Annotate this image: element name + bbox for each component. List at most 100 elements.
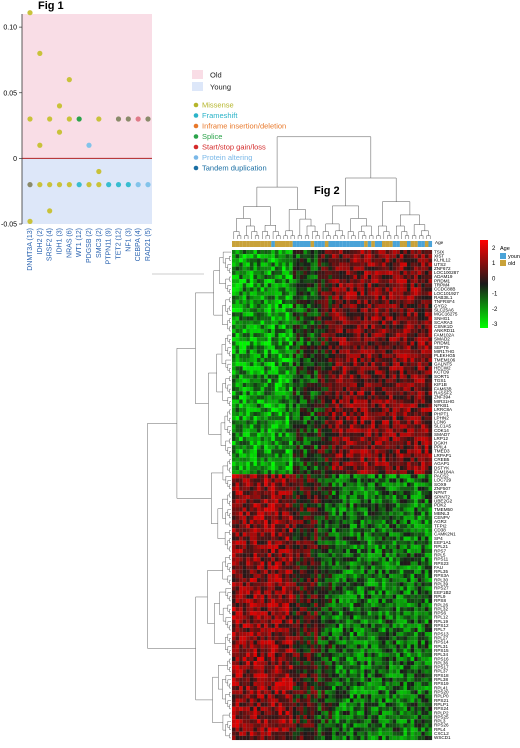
heatmap-cell — [317, 262, 322, 267]
heatmap-cell — [257, 544, 261, 550]
heatmap-cell — [317, 586, 322, 591]
heatmap-cell — [292, 320, 297, 325]
heatmap-cell — [335, 266, 340, 271]
age-cell — [414, 241, 418, 247]
heatmap-cell — [349, 374, 354, 379]
heatmap-cell — [407, 486, 411, 491]
heatmap-cell — [257, 470, 261, 475]
heatmap-cell — [389, 295, 393, 300]
heatmap-cell — [267, 519, 272, 525]
heatmap-cell — [349, 370, 354, 375]
heatmap-cell — [371, 548, 375, 554]
dendrogram-branch — [229, 438, 231, 444]
heatmap-cell — [235, 557, 240, 562]
heatmap-cell — [367, 274, 372, 280]
heatmap-cell — [282, 378, 286, 383]
heatmap-cell — [360, 378, 365, 383]
heatmap-cell — [353, 590, 358, 595]
heatmap-cell — [392, 320, 397, 325]
mutation-point — [125, 182, 131, 188]
dendrogram-branch — [265, 235, 270, 239]
heatmap-cell — [242, 283, 247, 288]
heatmap-cell — [310, 507, 315, 512]
heatmap-cell — [246, 403, 250, 408]
heatmap-cell — [424, 316, 429, 321]
heatmap-cell — [328, 544, 333, 550]
heatmap-cell — [417, 569, 422, 574]
heatmap-cell — [389, 258, 393, 263]
heatmap-cell — [257, 258, 261, 263]
heatmap-cell — [292, 573, 297, 579]
heatmap-cell — [399, 590, 404, 595]
age-cell — [257, 241, 261, 247]
heatmap-cell — [378, 370, 383, 375]
heatmap-cell — [271, 561, 275, 566]
heatmap-cell — [260, 565, 265, 570]
heatmap-cell — [239, 499, 243, 504]
heatmap-cell — [407, 544, 411, 550]
mutation-point — [56, 129, 63, 135]
heatmap-cell — [274, 482, 279, 487]
heatmap-cell — [367, 428, 372, 433]
heatmap-cell — [328, 590, 333, 595]
heatmap-cell — [389, 254, 393, 259]
heatmap-cell — [399, 486, 404, 491]
heatmap-cell — [246, 374, 250, 379]
mutation-point — [66, 182, 72, 188]
heatmap-cell — [307, 461, 311, 466]
heatmap-cell — [414, 262, 418, 267]
heatmap-cell — [267, 470, 272, 475]
heatmap-cell — [335, 524, 340, 529]
heatmap-cell — [307, 353, 311, 359]
dendrogram-branch — [272, 231, 279, 239]
heatmap-cell — [371, 320, 375, 325]
heatmap-cell — [292, 295, 297, 300]
heatmap-cell — [407, 345, 411, 350]
dendrogram-branch — [276, 136, 372, 188]
heatmap-cell — [385, 511, 390, 516]
heatmap-cell — [292, 403, 297, 408]
heatmap-cell — [303, 453, 308, 458]
heatmap-cell — [324, 258, 329, 263]
heatmap-cell — [278, 594, 283, 599]
heatmap-cell — [253, 291, 258, 296]
heatmap-cell — [278, 573, 283, 579]
heatmap-cell — [242, 279, 247, 284]
heatmap-cell — [328, 274, 333, 280]
heatmap-cell — [235, 474, 240, 479]
heatmap-cell — [285, 578, 290, 583]
heatmap-cell — [360, 266, 365, 271]
heatmap-cell — [242, 544, 247, 550]
heatmap-cell — [296, 461, 300, 466]
heatmap-cell — [396, 470, 400, 475]
heatmap-cell — [382, 511, 386, 516]
heatmap-cell — [349, 515, 354, 520]
heatmap-cell — [246, 333, 250, 338]
heatmap-cell — [303, 387, 308, 392]
heatmap-cell — [289, 441, 293, 446]
heatmap-cell — [339, 391, 343, 396]
dendrogram-branch — [236, 218, 251, 232]
heatmap-cell — [285, 470, 290, 475]
heatmap-cell — [360, 333, 365, 338]
heatmap-cell — [414, 532, 418, 537]
heatmap-cell — [264, 478, 268, 483]
heatmap-cell — [292, 308, 297, 313]
heatmap-cell — [335, 432, 340, 437]
heatmap-cell — [285, 403, 290, 408]
age-cell — [296, 241, 300, 247]
heatmap-cell — [328, 428, 333, 433]
heatmap-cell — [349, 407, 354, 412]
heatmap-cell — [321, 274, 325, 280]
heatmap-cell — [317, 461, 322, 466]
heatmap-cell — [328, 258, 333, 263]
heatmap-cell — [253, 341, 258, 346]
heatmap-cell — [424, 357, 429, 363]
heatmap-cell — [307, 573, 311, 579]
dendrogram-branch — [225, 440, 230, 451]
heatmap-cell — [382, 274, 386, 280]
heatmap-cell — [367, 391, 372, 396]
heatmap-cell — [242, 391, 247, 396]
heatmap-cell — [360, 486, 365, 491]
heatmap-cell — [346, 461, 350, 466]
